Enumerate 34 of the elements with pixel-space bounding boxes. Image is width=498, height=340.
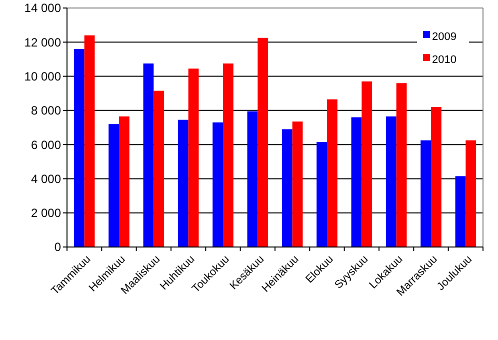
bar bbox=[178, 120, 188, 247]
y-tick-label: 0 bbox=[54, 240, 62, 254]
bar bbox=[431, 107, 442, 247]
legend-label: 2010 bbox=[432, 54, 456, 66]
bar bbox=[455, 176, 466, 247]
bar bbox=[466, 140, 476, 247]
y-tick-label: 10 000 bbox=[24, 69, 62, 84]
bar bbox=[420, 140, 431, 247]
bar bbox=[351, 117, 362, 247]
y-tick-label: 6 000 bbox=[30, 138, 62, 152]
bar bbox=[119, 116, 130, 247]
y-tick-label: 4 000 bbox=[30, 172, 62, 186]
bar bbox=[108, 124, 119, 247]
bar bbox=[74, 48, 84, 247]
bar bbox=[212, 122, 223, 247]
bar bbox=[258, 38, 268, 247]
bar bbox=[327, 99, 338, 247]
bar bbox=[143, 63, 154, 247]
bar bbox=[282, 129, 292, 247]
y-tick-label: 8 000 bbox=[30, 104, 62, 118]
y-tick-label: 14 000 bbox=[24, 1, 62, 16]
bar bbox=[396, 83, 407, 247]
y-tick-label: 2 000 bbox=[30, 206, 62, 220]
bar bbox=[188, 68, 199, 247]
bar bbox=[247, 111, 258, 247]
bar bbox=[292, 122, 303, 247]
bar bbox=[154, 90, 164, 247]
bar bbox=[223, 63, 234, 247]
bar bbox=[316, 142, 327, 247]
bar bbox=[84, 35, 95, 247]
y-tick-label: 12 000 bbox=[24, 35, 62, 50]
bar bbox=[386, 116, 396, 247]
legend-label: 2009 bbox=[432, 30, 456, 43]
bar bbox=[362, 81, 372, 247]
